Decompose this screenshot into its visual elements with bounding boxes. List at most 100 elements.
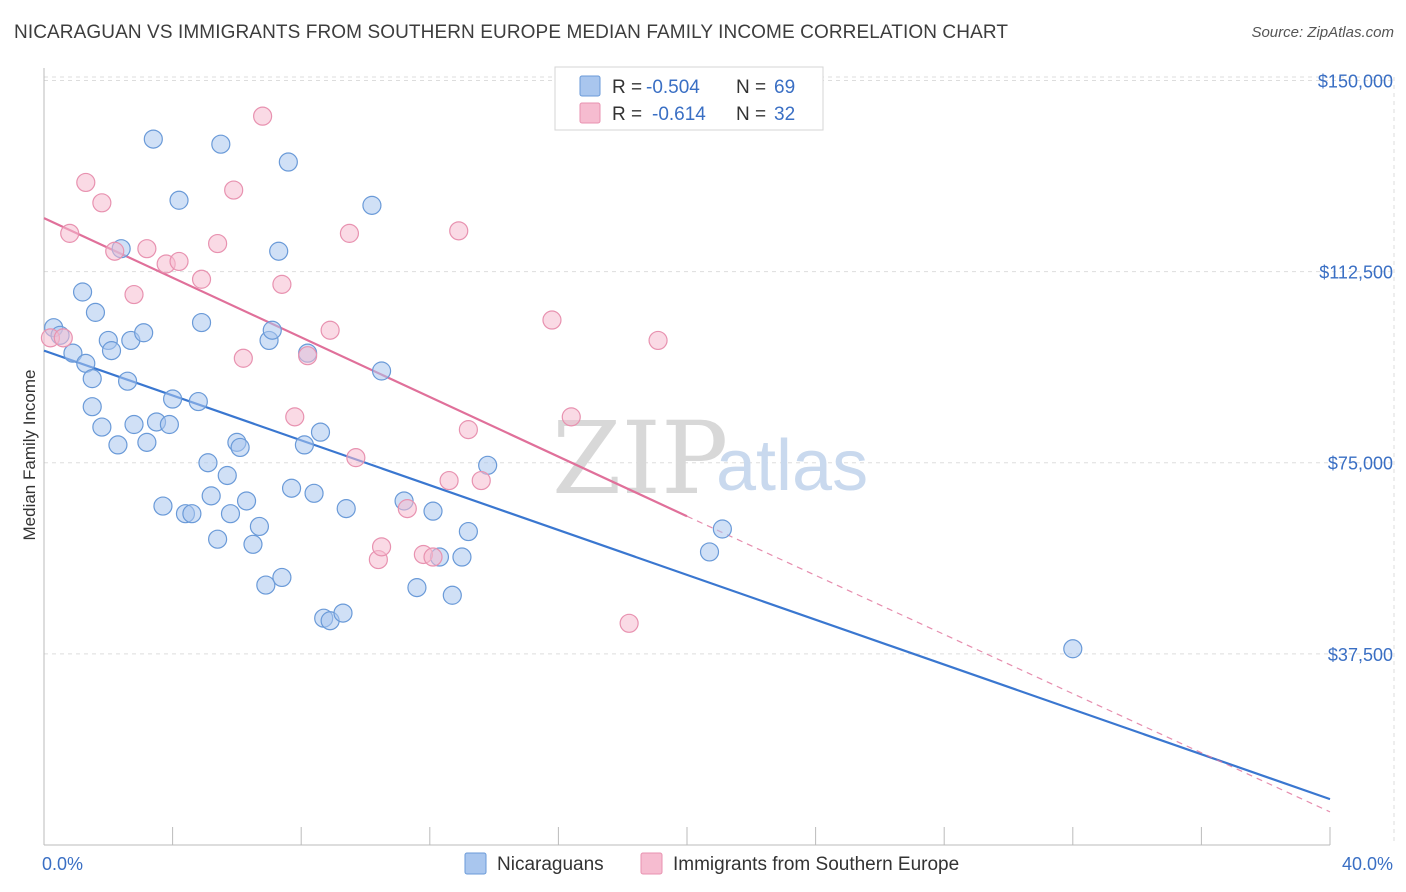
trend-line-immigrants (43, 217, 688, 518)
point-immigrants-5 (105, 241, 125, 261)
y-axis-label: Median Family Income (20, 369, 39, 540)
point-nicaraguans-36 (236, 491, 257, 511)
series-name-nicaraguans: Nicaraguans (497, 854, 604, 875)
point-nicaraguans-58 (423, 501, 443, 521)
trend-lines (43, 217, 1331, 813)
legend-n-label-2: N = (736, 104, 766, 125)
point-immigrants-22 (371, 537, 392, 557)
point-nicaraguans-44 (278, 152, 298, 172)
series-legend: Nicaraguans Immigrants from Southern Eur… (464, 852, 959, 875)
y-tick-label-2: $112,500 (1319, 263, 1393, 283)
point-immigrants-17 (298, 346, 318, 366)
point-nicaraguans-23 (169, 190, 189, 210)
point-immigrants-3 (76, 172, 96, 193)
point-nicaraguans-60 (442, 585, 462, 605)
y-tick-label-1: $75,000 (1328, 454, 1393, 474)
point-immigrants-25 (423, 547, 443, 567)
source-credit: Source: ZipAtlas.com (1251, 24, 1394, 41)
point-nicaraguans-8 (92, 417, 112, 437)
point-immigrants-28 (458, 420, 478, 440)
point-immigrants-23 (397, 499, 417, 519)
point-nicaraguans-41 (262, 320, 282, 340)
data-points (40, 106, 1083, 659)
point-nicaraguans-53 (336, 499, 356, 519)
point-nicaraguans-62 (458, 521, 478, 542)
point-nicaraguans-45 (281, 478, 302, 498)
y-tick-label-0: $37,500 (1328, 645, 1393, 665)
point-immigrants-27 (449, 221, 469, 241)
point-immigrants-30 (542, 310, 562, 330)
point-nicaraguans-16 (134, 323, 154, 343)
y-tick-labels: $37,500 $75,000 $112,500 $150,000 (1318, 71, 1393, 664)
legend-swatch-immigrants (579, 102, 601, 124)
point-nicaraguans-42 (269, 241, 289, 261)
point-immigrants-7 (137, 239, 157, 259)
point-nicaraguans-18 (143, 129, 163, 149)
point-immigrants-19 (339, 223, 360, 243)
point-immigrants-1 (53, 328, 73, 348)
point-nicaraguans-64 (699, 542, 720, 562)
point-nicaraguans-2 (63, 343, 83, 363)
y-tick-label-3: $150,000 (1318, 71, 1393, 91)
point-nicaraguans-65 (712, 519, 732, 539)
point-immigrants-11 (208, 233, 228, 254)
point-nicaraguans-13 (117, 371, 138, 391)
x-tick-labels: 0.0% 40.0% (42, 854, 1393, 874)
point-nicaraguans-33 (220, 504, 241, 524)
point-nicaraguans-26 (188, 391, 208, 412)
point-immigrants-16 (285, 407, 305, 427)
point-nicaraguans-5 (82, 397, 102, 417)
point-nicaraguans-66 (1063, 639, 1083, 659)
point-immigrants-10 (191, 269, 212, 289)
point-nicaraguans-55 (371, 361, 392, 381)
point-nicaraguans-54 (362, 195, 382, 215)
trend-line-nicaraguans (43, 349, 1331, 801)
point-nicaraguans-39 (256, 575, 276, 595)
point-nicaraguans-38 (249, 516, 270, 537)
point-nicaraguans-37 (243, 534, 263, 554)
point-nicaraguans-28 (198, 453, 218, 473)
point-nicaraguans-25 (182, 504, 202, 524)
trend-extension-immigrants (686, 515, 1331, 813)
x-tick-label-1: 40.0% (1342, 854, 1393, 874)
point-nicaraguans-48 (304, 483, 324, 503)
legend-r-value-2: -0.614 (652, 104, 706, 125)
watermark-zip: ZIP (552, 400, 728, 517)
point-nicaraguans-15 (124, 414, 144, 435)
point-nicaraguans-52 (333, 603, 353, 623)
chart-title: NICARAGUAN VS IMMIGRANTS FROM SOUTHERN E… (14, 22, 1009, 43)
point-nicaraguans-31 (211, 134, 231, 154)
x-tick-label-0: 0.0% (42, 854, 83, 874)
point-immigrants-32 (619, 613, 639, 633)
series-swatch-nicaraguans (464, 852, 487, 875)
series-name-immigrants: Immigrants from Southern Europe (673, 854, 959, 875)
series-swatch-immigrants (640, 852, 663, 875)
legend-n-value-2: 32 (774, 104, 795, 125)
point-immigrants-13 (233, 348, 253, 368)
watermark: ZIP atlas (552, 400, 868, 517)
point-nicaraguans-35 (230, 437, 250, 458)
point-nicaraguans-61 (452, 547, 472, 567)
point-nicaraguans-43 (272, 567, 292, 588)
point-nicaraguans-7 (85, 302, 106, 322)
legend-swatch-nicaraguans (579, 75, 601, 97)
point-nicaraguans-32 (217, 465, 237, 486)
point-nicaraguans-3 (72, 282, 93, 302)
point-immigrants-20 (346, 448, 366, 468)
point-nicaraguans-30 (208, 529, 228, 549)
point-immigrants-14 (253, 106, 273, 126)
point-immigrants-15 (272, 274, 292, 294)
axes (43, 68, 1331, 846)
point-nicaraguans-11 (108, 435, 128, 455)
point-nicaraguans-17 (137, 432, 157, 452)
watermark-atlas: atlas (716, 426, 868, 506)
point-immigrants-4 (92, 193, 112, 213)
point-immigrants-18 (320, 320, 340, 340)
point-immigrants-29 (471, 470, 491, 491)
point-immigrants-2 (60, 223, 80, 243)
point-nicaraguans-27 (191, 312, 212, 333)
legend-n-label-1: N = (736, 77, 766, 98)
point-nicaraguans-46 (294, 435, 315, 455)
point-immigrants-33 (648, 330, 668, 351)
